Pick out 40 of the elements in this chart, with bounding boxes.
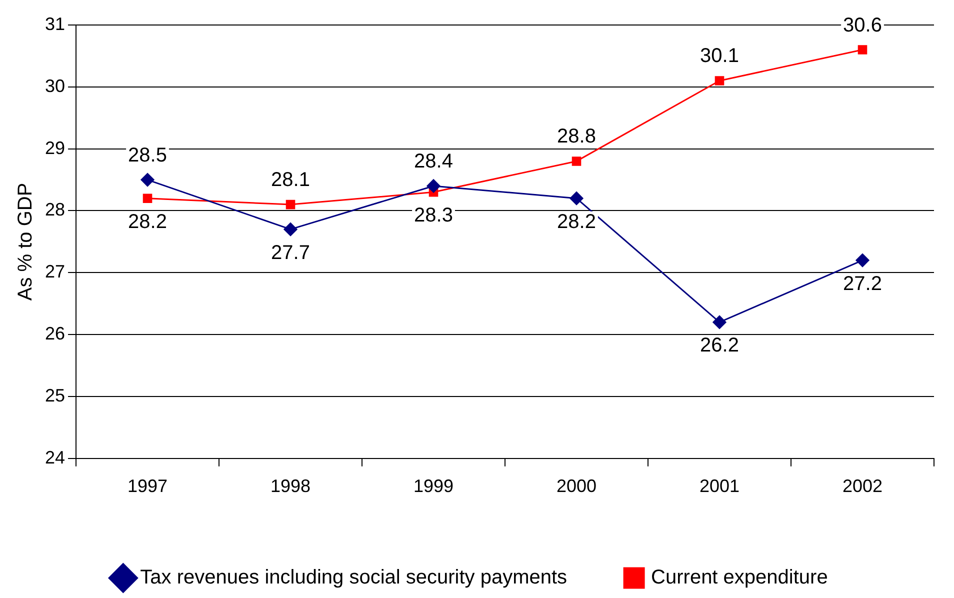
x-tick-label: 1999 — [413, 476, 454, 496]
y-tick-label: 31 — [44, 14, 66, 34]
data-label: 27.2 — [843, 272, 882, 295]
y-tick-label: 26 — [44, 324, 66, 344]
y-tick-label: 27 — [44, 262, 66, 282]
x-tick-label: 1998 — [270, 476, 311, 496]
point — [858, 45, 868, 54]
data-label: 28.8 — [557, 126, 596, 148]
point — [570, 192, 584, 206]
y-tick-label: 29 — [44, 138, 66, 158]
data-label: 27.7 — [271, 242, 310, 264]
point — [712, 315, 726, 329]
point — [572, 156, 582, 166]
point — [856, 254, 870, 268]
x-tick-label: 1997 — [127, 476, 168, 496]
x-tick-label: 2000 — [556, 476, 597, 496]
x-tick-label: 2002 — [842, 476, 883, 496]
point — [140, 173, 154, 187]
point — [286, 200, 296, 210]
point — [284, 222, 298, 236]
y-tick-label: 25 — [44, 385, 66, 406]
point — [714, 76, 724, 86]
legend-label: Current expenditure — [651, 566, 828, 589]
y-tick-label: 30 — [44, 76, 66, 96]
data-label: 28.4 — [414, 150, 453, 172]
y-tick-label: 28 — [44, 200, 66, 220]
point — [426, 179, 440, 193]
data-label: 28.5 — [128, 144, 167, 166]
data-label: 30.1 — [700, 45, 739, 68]
y-tick-label: 24 — [44, 447, 66, 468]
data-label: 28.3 — [414, 204, 453, 227]
data-label: 28.1 — [271, 169, 310, 192]
data-label: 28.2 — [557, 210, 596, 233]
x-tick-label: 2001 — [699, 476, 740, 496]
data-label: 30.6 — [843, 14, 882, 36]
data-label: 26.2 — [700, 334, 739, 357]
y-axis-title: As % to GDP — [14, 182, 37, 301]
data-label: 28.2 — [128, 210, 167, 233]
point — [142, 194, 152, 203]
legend-label: Tax revenues including social security payments — [140, 566, 568, 589]
